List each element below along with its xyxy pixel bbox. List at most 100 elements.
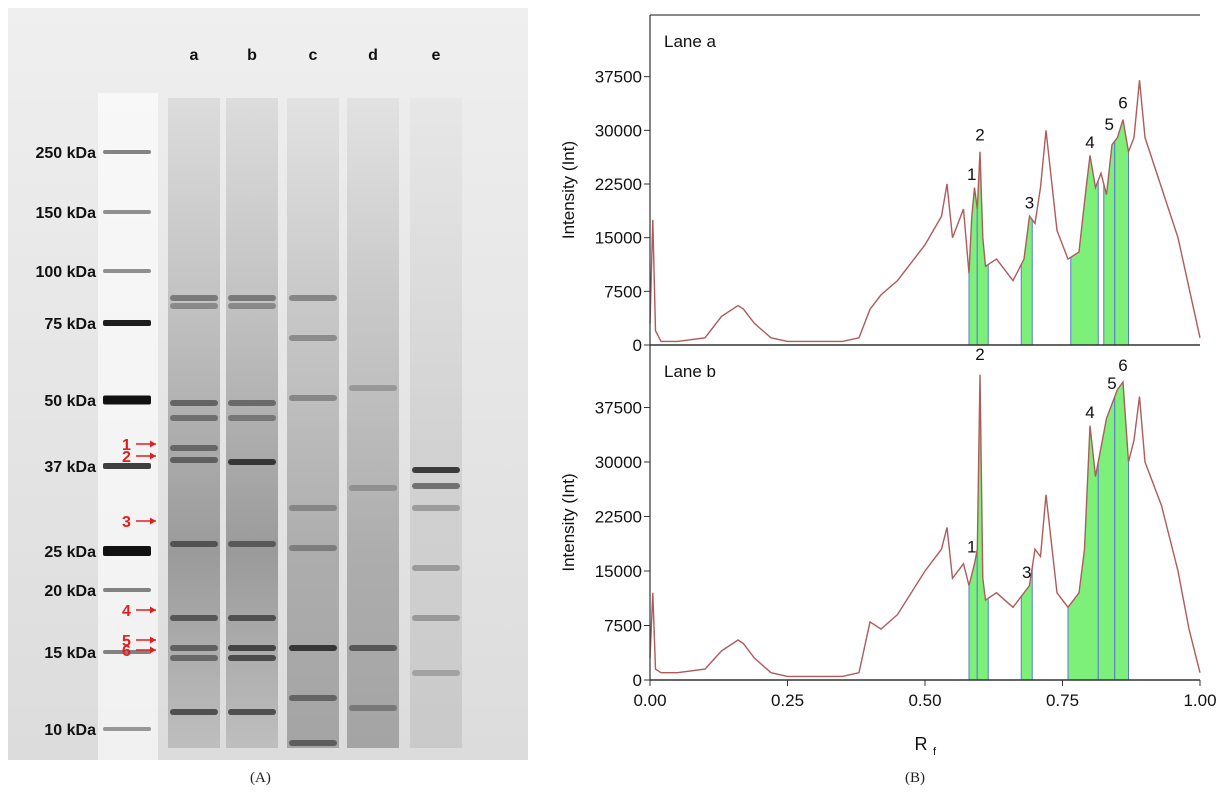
gel-band xyxy=(228,295,276,301)
ladder-band xyxy=(103,150,151,154)
x-tick-label: 0.00 xyxy=(633,691,666,710)
lane-smear-a xyxy=(168,98,220,748)
gel-band xyxy=(228,415,276,421)
gel-band xyxy=(170,655,218,661)
gel-band xyxy=(289,545,337,551)
y-tick-label: 22500 xyxy=(595,175,642,194)
chart-title: Lane b xyxy=(664,362,716,381)
marker-label: 250 kDa xyxy=(36,145,97,162)
x-tick-label: 0.50 xyxy=(908,691,941,710)
y-tick-label: 7500 xyxy=(604,282,642,301)
arrow-head-icon xyxy=(150,440,156,448)
y-tick-label: 7500 xyxy=(604,617,642,636)
gel-band xyxy=(289,695,337,701)
band-arrow-label-1: 1 xyxy=(122,437,131,454)
peak-label-3: 3 xyxy=(1022,563,1031,582)
y-axis-label: Intensity (Int) xyxy=(559,141,578,239)
marker-label: 25 kDa xyxy=(44,544,96,561)
peak-label-3: 3 xyxy=(1025,194,1034,213)
x-tick-label: 0.75 xyxy=(1046,691,1079,710)
peak-area-4 xyxy=(1070,155,1099,345)
intensity-profile-line xyxy=(649,374,1201,678)
peak-area-1 xyxy=(969,187,978,345)
ladder-band xyxy=(103,395,151,405)
lane-label-b: b xyxy=(247,47,257,64)
lane-chart-a: 0 7500 15000 22500 30000 37500 Lane a Intensity… xyxy=(559,15,1201,355)
marker-label: 37 kDa xyxy=(44,459,96,476)
y-tick-label: 30000 xyxy=(595,453,642,472)
peak-area-5 xyxy=(1103,141,1115,345)
gel-band xyxy=(170,415,218,421)
gel-band xyxy=(170,457,218,463)
densitometry-panel: 0 7500 15000 22500 30000 37500 Lane a Intensity… xyxy=(540,0,1216,760)
gel-band xyxy=(228,303,276,309)
marker-label: 150 kDa xyxy=(36,205,97,222)
gel-band xyxy=(289,395,337,401)
gel-band xyxy=(412,505,460,511)
gel-band xyxy=(412,615,460,621)
lane-smear-e xyxy=(410,98,462,748)
gel-band xyxy=(170,615,218,621)
lane-label-e: e xyxy=(432,47,441,64)
peak-label-6: 6 xyxy=(1118,356,1127,375)
y-tick-label: 37500 xyxy=(595,399,642,418)
gel-band xyxy=(289,505,337,511)
ladder-band xyxy=(103,210,151,214)
peak-area-6 xyxy=(1114,119,1129,345)
peak-area-1 xyxy=(969,549,978,680)
gel-band xyxy=(228,645,276,651)
lane-label-d: d xyxy=(368,47,378,64)
intensity-profile-line xyxy=(649,80,1201,343)
y-tick-label: 22500 xyxy=(595,508,642,527)
marker-label: 10 kDa xyxy=(44,722,96,739)
gel-band xyxy=(170,541,218,547)
peak-area-6 xyxy=(1114,382,1129,680)
band-arrow-label-4: 4 xyxy=(122,603,131,620)
ladder-band xyxy=(103,588,151,592)
gel-band xyxy=(412,467,460,473)
y-tick-label: 37500 xyxy=(595,68,642,87)
peak-area-5 xyxy=(1098,396,1115,680)
caption-panel-a: (A) xyxy=(250,770,271,786)
gel-panel: a b c d e 250 kDa 150 kDa 100 kDa 75 kDa 50 kDa 3… xyxy=(8,8,528,760)
gel-band xyxy=(228,615,276,621)
marker-label: 100 kDa xyxy=(36,264,97,281)
peak-label-4: 4 xyxy=(1085,133,1094,152)
x-tick-label: 1.00 xyxy=(1183,691,1216,710)
lane-smear-d xyxy=(347,98,399,748)
gel-band xyxy=(228,400,276,406)
lane-smear-b xyxy=(226,98,278,748)
gel-band xyxy=(228,541,276,547)
gel-band xyxy=(412,565,460,571)
peak-label-6: 6 xyxy=(1118,93,1127,112)
peak-label-1: 1 xyxy=(967,165,976,184)
lane-label-c: c xyxy=(309,47,318,64)
arrow-head-icon xyxy=(150,606,156,614)
ladder-band xyxy=(103,269,151,273)
x-axis-label-subscript: f xyxy=(933,746,937,758)
gel-band xyxy=(349,385,397,391)
gel-band xyxy=(228,655,276,661)
peak-label-4: 4 xyxy=(1085,403,1094,422)
lane-label-a: a xyxy=(190,47,199,64)
x-tick-label: 0.25 xyxy=(771,691,804,710)
marker-label: 20 kDa xyxy=(44,583,96,600)
band-arrow-label-5: 5 xyxy=(122,633,131,650)
marker-label: 50 kDa xyxy=(44,393,96,410)
arrow-head-icon xyxy=(150,636,156,644)
gel-band xyxy=(412,670,460,676)
gel-band xyxy=(349,645,397,651)
peak-label-1: 1 xyxy=(967,537,976,556)
gel-band xyxy=(170,445,218,451)
peak-label-2: 2 xyxy=(975,345,984,364)
lane-chart-b: 0 7500 15000 22500 30000 37500 Lane b Intensity… xyxy=(559,345,1216,758)
x-axis-label: R xyxy=(915,734,928,754)
gel-band xyxy=(289,645,337,651)
marker-label: 75 kDa xyxy=(44,316,96,333)
y-axis-label: Intensity (Int) xyxy=(559,473,578,571)
ladder-band xyxy=(103,546,151,556)
gel-image: a b c d e 250 kDa 150 kDa 100 kDa 75 kDa 50 kDa 3… xyxy=(8,8,528,760)
marker-label: 15 kDa xyxy=(44,645,96,662)
chart-title: Lane a xyxy=(664,32,717,51)
